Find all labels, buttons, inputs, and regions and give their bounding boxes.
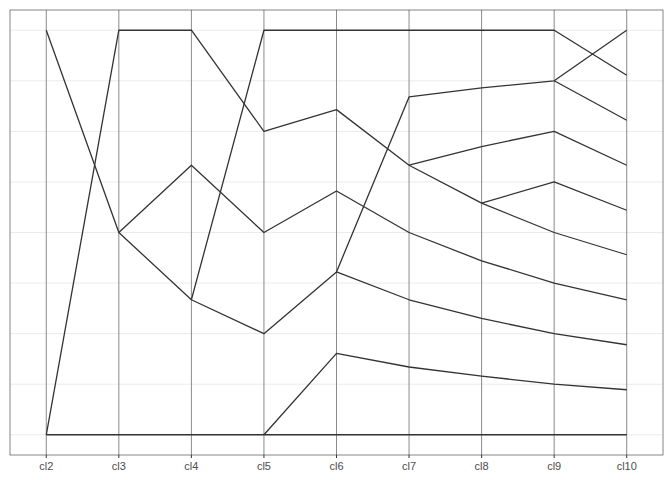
x-tick-label: cl7	[402, 460, 416, 472]
x-tick	[409, 455, 410, 458]
series-line	[46, 30, 626, 435]
grid-line-x	[336, 10, 337, 455]
x-tick	[263, 455, 264, 458]
x-tick	[191, 455, 192, 458]
grid-line-x	[191, 10, 192, 455]
x-tick	[554, 455, 555, 458]
series-line	[46, 434, 626, 435]
x-tick-label: cl4	[184, 460, 198, 472]
x-tick	[336, 455, 337, 458]
series-line	[264, 353, 627, 434]
x-tick	[481, 455, 482, 458]
x-tick-label: cl6	[329, 460, 343, 472]
lines	[46, 30, 626, 435]
grid-line-x	[626, 10, 627, 455]
x-tick-label: cl9	[547, 460, 561, 472]
x-tick-label: cl3	[112, 460, 126, 472]
x-tick-label: cl10	[617, 460, 637, 472]
panel-border	[10, 10, 663, 455]
series-line	[191, 30, 626, 300]
series-line	[554, 81, 627, 120]
x-tick	[46, 455, 47, 458]
grid-line-x	[46, 10, 47, 455]
x-tick-label: cl2	[39, 460, 53, 472]
grid-line	[10, 434, 663, 435]
series-line	[482, 203, 627, 255]
grid-line-x	[481, 10, 482, 455]
x-tick-label: cl8	[475, 460, 489, 472]
x-tick	[118, 455, 119, 458]
series-line	[409, 165, 627, 210]
series-line	[337, 272, 627, 345]
panel	[10, 10, 663, 455]
series-line	[119, 165, 627, 300]
series-line	[46, 30, 626, 333]
chart: cl2 cl3 cl4 cl5 cl6 cl7 cl8 cl9 cl10	[0, 0, 672, 480]
x-tick	[626, 455, 627, 458]
x-tick-label: cl5	[257, 460, 271, 472]
